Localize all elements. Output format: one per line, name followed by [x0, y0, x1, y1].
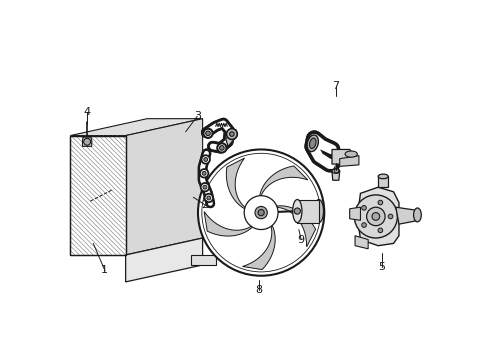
Circle shape — [220, 145, 224, 150]
Circle shape — [354, 195, 397, 238]
Circle shape — [367, 207, 385, 226]
Circle shape — [84, 138, 91, 145]
Polygon shape — [350, 207, 361, 220]
Circle shape — [388, 214, 393, 219]
Polygon shape — [260, 166, 308, 196]
Polygon shape — [332, 149, 353, 164]
Polygon shape — [125, 238, 203, 282]
Text: 3: 3 — [194, 111, 201, 121]
Text: 4: 4 — [84, 108, 91, 117]
Polygon shape — [378, 176, 388, 187]
Circle shape — [294, 208, 300, 214]
Polygon shape — [332, 171, 340, 180]
Circle shape — [207, 196, 211, 200]
Circle shape — [203, 129, 213, 138]
Circle shape — [372, 213, 380, 220]
Polygon shape — [82, 137, 92, 147]
Circle shape — [229, 132, 234, 136]
Circle shape — [255, 206, 268, 219]
Circle shape — [362, 223, 367, 228]
Circle shape — [217, 143, 226, 153]
Text: 9: 9 — [297, 235, 305, 244]
Text: 6: 6 — [332, 165, 339, 175]
Circle shape — [201, 183, 209, 192]
Polygon shape — [277, 206, 316, 247]
Circle shape — [258, 210, 264, 216]
Circle shape — [198, 149, 324, 276]
Circle shape — [378, 228, 383, 233]
Circle shape — [200, 169, 208, 177]
Ellipse shape — [378, 174, 388, 179]
Circle shape — [378, 200, 383, 205]
Polygon shape — [357, 187, 399, 246]
Circle shape — [259, 210, 264, 215]
Circle shape — [206, 131, 210, 136]
Ellipse shape — [345, 151, 357, 157]
Polygon shape — [204, 212, 252, 236]
Polygon shape — [125, 119, 203, 255]
Polygon shape — [70, 238, 203, 255]
Polygon shape — [340, 156, 359, 166]
Text: 1: 1 — [101, 265, 108, 275]
Ellipse shape — [332, 169, 340, 173]
Polygon shape — [243, 225, 275, 270]
Circle shape — [204, 194, 213, 202]
Text: 5: 5 — [379, 261, 386, 271]
Ellipse shape — [314, 199, 323, 222]
Circle shape — [362, 206, 367, 210]
Ellipse shape — [310, 138, 316, 149]
Circle shape — [202, 171, 206, 175]
Circle shape — [226, 129, 237, 139]
Polygon shape — [355, 236, 368, 249]
Polygon shape — [70, 119, 203, 136]
Text: 7: 7 — [332, 81, 340, 91]
Ellipse shape — [307, 135, 318, 152]
Polygon shape — [226, 158, 245, 209]
Polygon shape — [191, 255, 217, 265]
Text: 2: 2 — [201, 200, 208, 210]
Circle shape — [204, 158, 208, 161]
Polygon shape — [70, 136, 125, 255]
Circle shape — [244, 195, 278, 230]
Polygon shape — [297, 199, 319, 222]
Ellipse shape — [293, 199, 302, 222]
Polygon shape — [396, 207, 419, 224]
Text: 8: 8 — [255, 285, 262, 294]
Polygon shape — [226, 130, 237, 147]
Circle shape — [203, 185, 207, 189]
Ellipse shape — [414, 208, 421, 222]
Circle shape — [201, 155, 210, 164]
